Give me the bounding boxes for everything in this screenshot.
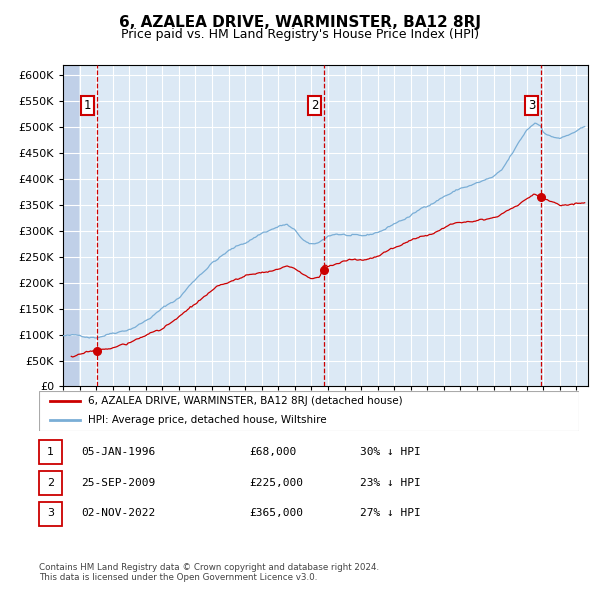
Text: £365,000: £365,000 xyxy=(249,509,303,518)
Text: 3: 3 xyxy=(47,509,54,518)
Text: 23% ↓ HPI: 23% ↓ HPI xyxy=(360,478,421,487)
Text: 6, AZALEA DRIVE, WARMINSTER, BA12 8RJ: 6, AZALEA DRIVE, WARMINSTER, BA12 8RJ xyxy=(119,15,481,30)
Text: £68,000: £68,000 xyxy=(249,447,296,457)
Text: 02-NOV-2022: 02-NOV-2022 xyxy=(81,509,155,518)
Text: 2: 2 xyxy=(311,99,318,112)
Text: Contains HM Land Registry data © Crown copyright and database right 2024.
This d: Contains HM Land Registry data © Crown c… xyxy=(39,563,379,582)
Text: 2: 2 xyxy=(47,478,54,487)
Text: 1: 1 xyxy=(47,447,54,457)
FancyBboxPatch shape xyxy=(39,391,579,431)
Text: 1: 1 xyxy=(84,99,91,112)
Text: 27% ↓ HPI: 27% ↓ HPI xyxy=(360,509,421,518)
Text: 30% ↓ HPI: 30% ↓ HPI xyxy=(360,447,421,457)
Bar xyxy=(63,65,78,386)
Text: £225,000: £225,000 xyxy=(249,478,303,487)
Text: HPI: Average price, detached house, Wiltshire: HPI: Average price, detached house, Wilt… xyxy=(88,415,326,425)
Text: 3: 3 xyxy=(528,99,535,112)
Text: Price paid vs. HM Land Registry's House Price Index (HPI): Price paid vs. HM Land Registry's House … xyxy=(121,28,479,41)
Text: 25-SEP-2009: 25-SEP-2009 xyxy=(81,478,155,487)
Text: 05-JAN-1996: 05-JAN-1996 xyxy=(81,447,155,457)
Text: 6, AZALEA DRIVE, WARMINSTER, BA12 8RJ (detached house): 6, AZALEA DRIVE, WARMINSTER, BA12 8RJ (d… xyxy=(88,396,402,407)
